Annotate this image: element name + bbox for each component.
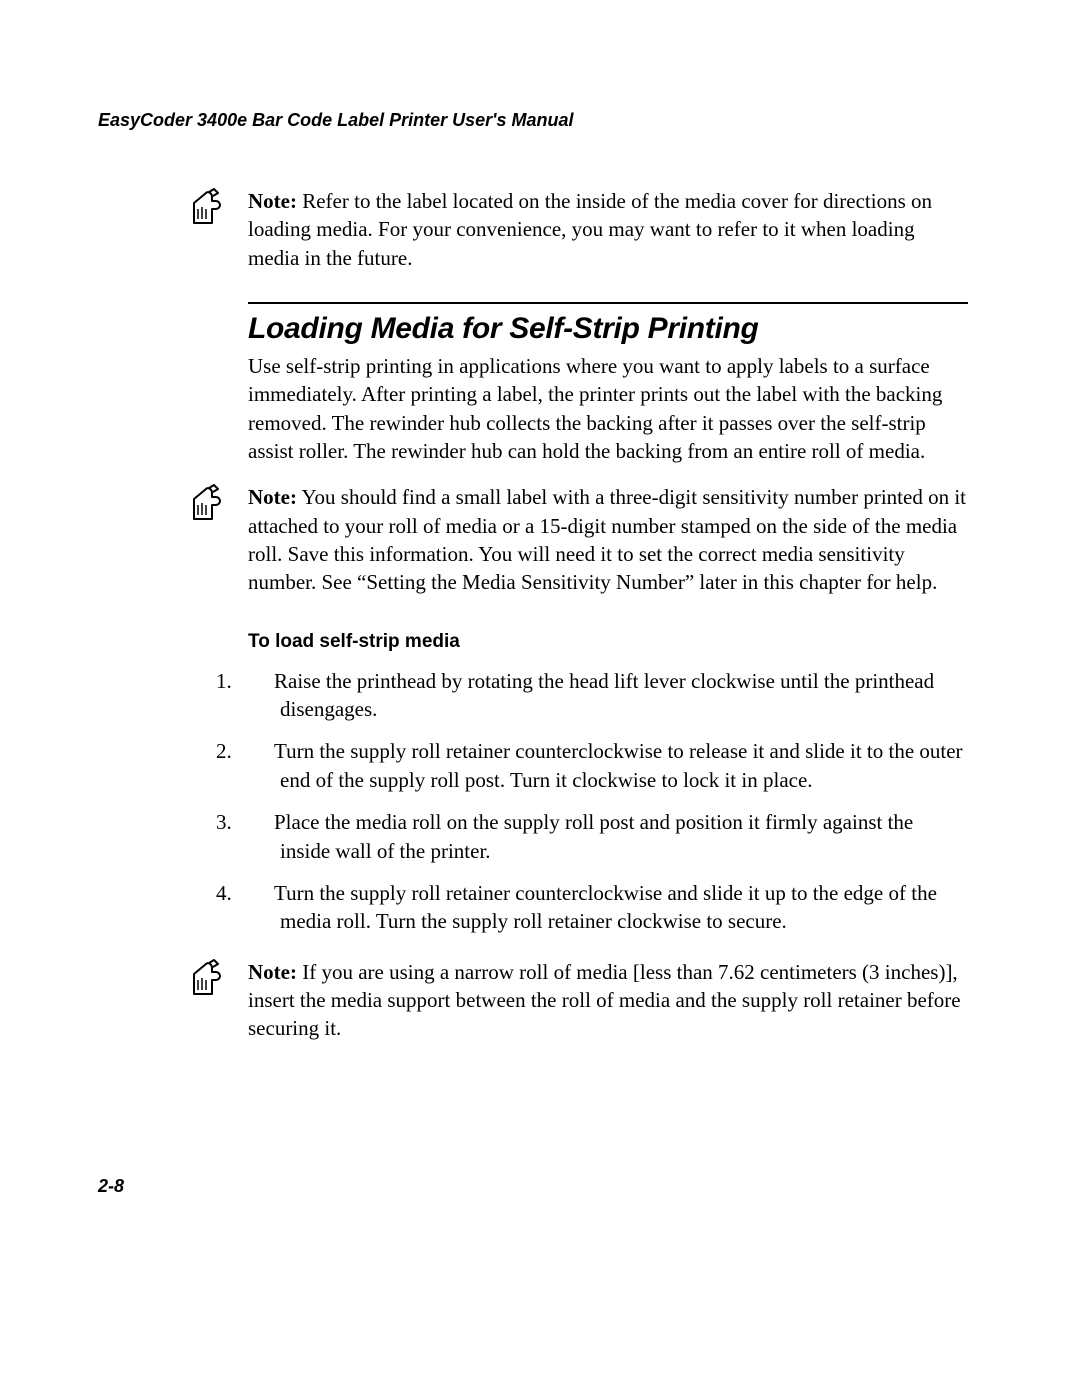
step-num-3: 3. [248,808,274,836]
section-rule [248,302,968,304]
section-title: Loading Media for Self-Strip Printing [248,312,968,346]
step-text-4: Turn the supply roll retainer counterclo… [274,881,937,933]
note-body-3: If you are using a narrow roll of media … [248,960,961,1041]
note-text-1: Note: Refer to the label located on the … [248,187,968,272]
procedure-block: To load self-strip media 1.Raise the pri… [248,631,968,936]
note-hand-icon [188,483,224,523]
note-label-1: Note: [248,189,297,213]
note-text-3: Note: If you are using a narrow roll of … [248,958,968,1043]
manual-page: EasyCoder 3400e Bar Code Label Printer U… [0,0,1080,1397]
step-text-1: Raise the printhead by rotating the head… [274,669,934,721]
step-text-2: Turn the supply roll retainer counterclo… [274,739,963,791]
note-block-2: Note: You should find a small label with… [248,483,968,596]
note-hand-icon [188,958,224,998]
step-num-2: 2. [248,737,274,765]
running-header: EasyCoder 3400e Bar Code Label Printer U… [98,110,982,131]
procedure-subheading: To load self-strip media [248,631,968,653]
note-label-2: Note: [248,485,297,509]
note-label-3: Note: [248,960,297,984]
procedure-steps: 1.Raise the printhead by rotating the he… [248,667,968,936]
intro-paragraph: Use self-strip printing in applications … [248,352,968,465]
note-body-1: Refer to the label located on the inside… [248,189,932,270]
section-block: Loading Media for Self-Strip Printing Us… [248,302,968,465]
step-1: 1.Raise the printhead by rotating the he… [248,667,968,724]
note-body-2: You should find a small label with a thr… [248,485,966,594]
step-num-1: 1. [248,667,274,695]
step-text-3: Place the media roll on the supply roll … [274,810,913,862]
step-2: 2.Turn the supply roll retainer counterc… [248,737,968,794]
page-number: 2-8 [98,1176,124,1197]
step-num-4: 4. [248,879,274,907]
note-block-1: Note: Refer to the label located on the … [248,187,968,272]
note-text-2: Note: You should find a small label with… [248,483,968,596]
note-block-3: Note: If you are using a narrow roll of … [248,958,968,1043]
step-3: 3.Place the media roll on the supply rol… [248,808,968,865]
step-4: 4.Turn the supply roll retainer counterc… [248,879,968,936]
note-hand-icon [188,187,224,227]
